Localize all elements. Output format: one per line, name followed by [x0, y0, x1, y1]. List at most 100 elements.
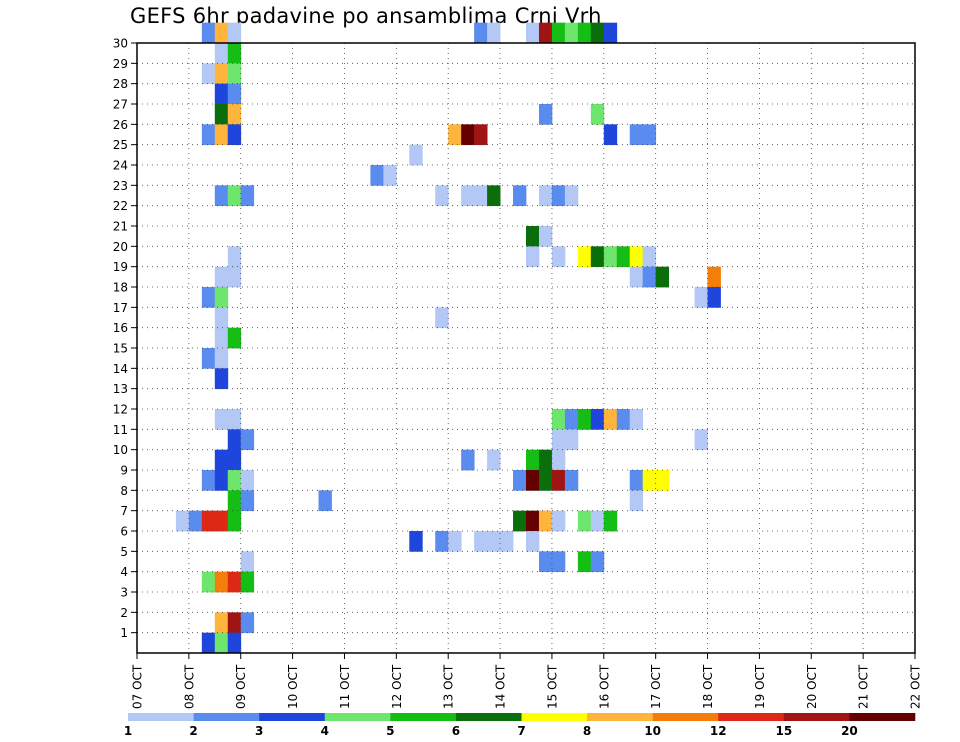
heatmap-cell	[526, 226, 540, 247]
y-tick-label: 19	[113, 260, 128, 274]
heatmap-cell	[227, 490, 242, 512]
heatmap-cell	[214, 510, 229, 532]
dotted-grid	[137, 43, 915, 653]
heatmap-cell	[603, 124, 618, 146]
y-tick-label: 2	[120, 606, 128, 620]
x-tick-label: 16 OCT	[597, 664, 611, 709]
heatmap-cell	[513, 510, 527, 532]
heatmap-cell	[188, 510, 203, 532]
colorbar-label: 4	[321, 724, 329, 738]
heatmap-cell	[201, 22, 216, 44]
colorbar-swatch	[390, 713, 457, 721]
heatmap-cell	[526, 531, 540, 552]
y-tick-label: 9	[120, 464, 128, 478]
colorbar-label: 8	[583, 724, 591, 738]
heatmap-cell	[487, 531, 501, 552]
heatmap-cell	[214, 185, 229, 207]
heatmap-cell	[461, 124, 475, 146]
colorbar-label: 10	[644, 724, 661, 738]
heatmap-cell	[551, 185, 566, 207]
colorbar-swatch	[652, 713, 719, 721]
heatmap-cell	[590, 551, 605, 573]
colorbar-label: 1	[124, 724, 132, 738]
plot-frame	[136, 42, 916, 654]
heatmap-cell	[551, 246, 566, 268]
heatmap-cell	[240, 571, 255, 593]
heatmap-cell	[448, 531, 462, 552]
heatmap-cell	[538, 551, 553, 573]
heatmap-cell	[201, 470, 216, 491]
colorbar-label: 2	[189, 724, 197, 738]
y-tick-label: 25	[113, 138, 128, 152]
heatmap-cell	[227, 470, 242, 491]
heatmap-cell	[201, 348, 216, 369]
x-tick-label: 13 OCT	[442, 664, 456, 709]
heatmap-cell	[655, 470, 670, 491]
heatmap-cell	[227, 612, 242, 634]
heatmap-cell	[214, 470, 229, 491]
x-tick-label: 17 OCT	[649, 664, 663, 709]
heatmap-cell	[474, 22, 488, 44]
heatmap-cell	[590, 510, 605, 532]
y-tick-label: 17	[113, 301, 128, 315]
heatmap-cell	[564, 470, 579, 491]
heatmap-cell	[227, 124, 242, 146]
heatmap-cell	[214, 124, 229, 146]
heatmap-cell	[526, 470, 540, 491]
heatmap-cell	[474, 531, 488, 552]
heatmap-cell	[240, 551, 255, 573]
heatmap-cell	[538, 22, 553, 44]
heatmap-cell	[551, 510, 566, 532]
y-tick-label: 12	[113, 403, 128, 417]
y-tick-label: 7	[120, 504, 128, 518]
heatmap-cell	[227, 327, 242, 349]
heatmap-cell	[629, 266, 644, 288]
x-tick-label: 09 OCT	[234, 664, 248, 709]
heatmap-cell	[175, 510, 190, 532]
heatmap-cell	[214, 612, 229, 634]
heatmap-cell	[214, 104, 229, 125]
heatmap-cell	[694, 287, 708, 308]
y-tick-label: 14	[113, 362, 128, 376]
y-tick-label: 28	[113, 77, 128, 91]
heatmap-cell	[227, 449, 242, 471]
heatmap-cell	[214, 63, 229, 85]
heatmap-cell	[370, 165, 384, 186]
heatmap-cell	[538, 226, 553, 247]
heatmap-cell	[461, 185, 475, 207]
heatmap-cell	[707, 266, 721, 288]
y-tick-label: 20	[113, 240, 128, 254]
heatmap-cell	[227, 185, 242, 207]
heatmap-cell	[577, 510, 592, 532]
heatmap-cell	[240, 429, 255, 451]
y-tick-label: 11	[113, 423, 128, 437]
colorbar-label: 5	[386, 724, 394, 738]
heatmap-cell	[551, 409, 566, 430]
heatmap-cell	[227, 43, 242, 64]
x-tick-label: 08 OCT	[182, 664, 196, 709]
heatmap-cell	[707, 287, 721, 308]
heatmap-cell	[474, 124, 488, 146]
heatmap-cell	[214, 83, 229, 105]
heatmap-cell	[526, 510, 540, 532]
colorbar: 1 2 3 4 5 6 7 8 10 12 15 20	[124, 713, 916, 738]
heatmap-cell	[214, 368, 229, 390]
heatmap-cell	[201, 63, 216, 85]
heatmap-cell	[240, 490, 255, 512]
heatmap-cell	[629, 470, 644, 491]
colorbar-swatch	[718, 713, 785, 721]
heatmap-cell	[551, 470, 566, 491]
heatmap-cell	[227, 104, 242, 125]
heatmap-cell	[240, 470, 255, 491]
heatmap-cell	[435, 531, 449, 552]
heatmap-cell	[564, 429, 579, 451]
heatmap-cell	[538, 510, 553, 532]
heatmap-cell	[577, 551, 592, 573]
x-tick-label: 22 OCT	[909, 664, 923, 709]
y-tick-label: 23	[113, 179, 128, 193]
heatmap-cell	[500, 531, 514, 552]
heatmap-cell	[590, 246, 605, 268]
heatmap-cell	[227, 246, 242, 268]
y-tick-label: 5	[120, 545, 128, 559]
